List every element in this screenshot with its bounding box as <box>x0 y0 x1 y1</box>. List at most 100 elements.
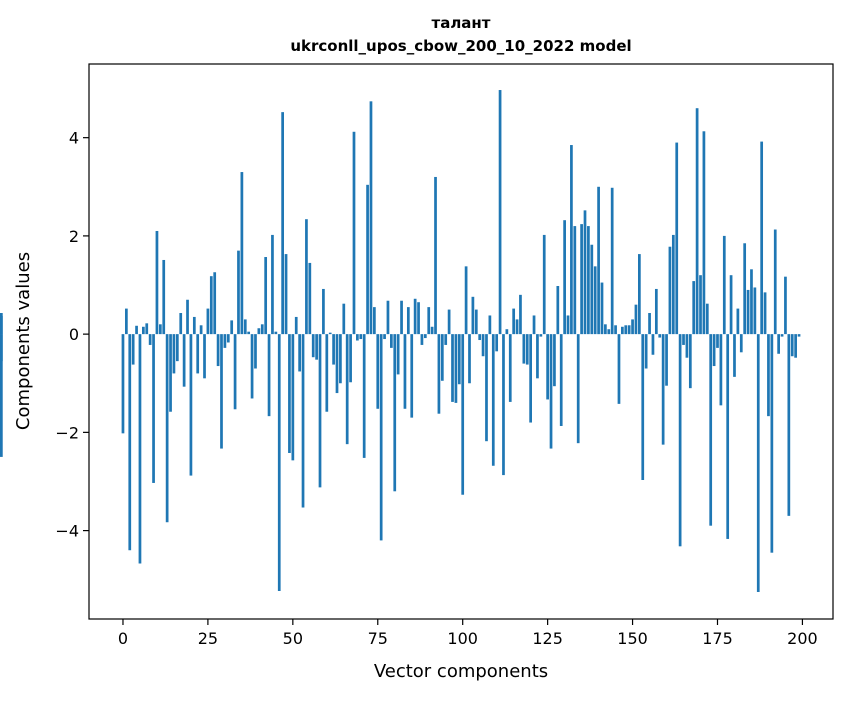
y-tick-label: −4 <box>55 522 79 541</box>
y-tick-label: 2 <box>69 227 79 246</box>
bar-63 <box>335 334 339 394</box>
bar-191 <box>770 334 774 553</box>
bar-1 <box>125 308 128 335</box>
bar-157 <box>654 288 658 335</box>
bar-180 <box>733 334 736 377</box>
bar-92 <box>434 176 437 335</box>
bar-5 <box>138 334 142 564</box>
x-tick-label: 200 <box>787 629 818 648</box>
bar-61 <box>328 332 332 335</box>
bar-36 <box>243 319 247 335</box>
bar-30 <box>223 334 227 348</box>
bar-43 <box>267 334 271 417</box>
bar-22 <box>196 334 200 374</box>
chart-title-line2: ukrconll_upos_cbow_200_10_2022 model <box>290 37 631 55</box>
bar-139 <box>593 266 597 335</box>
bar-83 <box>403 334 407 409</box>
x-tick-label: 25 <box>198 629 218 648</box>
bar-3 <box>131 334 135 365</box>
bar-185 <box>750 269 753 335</box>
bar-79 <box>390 334 393 348</box>
bar-107 <box>485 334 488 442</box>
bar-138 <box>590 244 594 335</box>
bar-194 <box>780 334 784 337</box>
bar-55 <box>308 262 312 335</box>
bar-12 <box>162 259 166 335</box>
bar-93 <box>437 334 441 414</box>
bar-84 <box>406 307 410 335</box>
y-axis-ticks: −4 −2 0 2 4 <box>55 129 89 541</box>
bar-184 <box>746 289 750 335</box>
bar-148 <box>624 325 628 335</box>
bar-4 <box>135 325 138 335</box>
bar-171 <box>702 131 706 335</box>
bar-165 <box>682 334 685 345</box>
x-tick-label: 175 <box>702 629 733 648</box>
bar-189 <box>763 292 767 335</box>
bar-109 <box>491 334 495 466</box>
bar-94 <box>440 334 444 381</box>
bar-40 <box>257 328 261 335</box>
bar-176 <box>719 334 723 406</box>
bar-13 <box>165 334 169 523</box>
bar-111 <box>498 90 502 335</box>
bar-154 <box>644 334 648 369</box>
bar-20 <box>189 334 193 476</box>
bar-123 <box>539 334 543 337</box>
bar-128 <box>556 286 560 335</box>
bar-53 <box>301 334 305 508</box>
y-axis-label: Components values <box>13 252 34 430</box>
bar-145 <box>614 325 617 335</box>
bar-114 <box>508 334 512 402</box>
bar-133 <box>573 226 577 335</box>
bar-26 <box>209 276 213 335</box>
bar-66 <box>345 334 349 445</box>
bar-153 <box>641 334 645 480</box>
bar-182 <box>739 334 743 353</box>
x-tick-label: 100 <box>447 629 478 648</box>
bar-170 <box>699 275 702 335</box>
bar-164 <box>678 334 682 547</box>
bar-58 <box>318 334 322 488</box>
bar-27 <box>213 272 217 335</box>
bar-86 <box>413 298 417 335</box>
bar-95 <box>444 334 448 345</box>
bar-199 <box>797 334 801 337</box>
bar-167 <box>688 334 692 389</box>
bar-127 <box>553 334 556 387</box>
bar-23 <box>199 325 203 335</box>
bar-151 <box>634 304 638 335</box>
bar-156 <box>651 334 655 355</box>
bar-89 <box>423 334 427 339</box>
bar-77 <box>383 334 386 340</box>
plot-area-frame <box>88 63 834 620</box>
bar-97 <box>451 334 454 402</box>
bar-99 <box>457 334 461 385</box>
bar-90 <box>427 307 431 335</box>
bar-175 <box>716 334 719 348</box>
bar-160 <box>665 334 668 386</box>
bar-174 <box>712 334 716 367</box>
bar-73 <box>369 101 373 335</box>
bar-120 <box>529 334 532 423</box>
bar-57 <box>315 334 318 360</box>
bar-131 <box>566 315 570 335</box>
bar-178 <box>726 334 730 539</box>
bar-126 <box>549 334 553 449</box>
bar-147 <box>621 326 624 335</box>
bar-192 <box>773 229 777 335</box>
bar-29 <box>220 334 223 449</box>
bar-undefined <box>0 334 3 457</box>
bar-101 <box>464 266 468 335</box>
bar-195 <box>784 276 787 335</box>
bar-179 <box>729 275 733 335</box>
bar-59 <box>322 288 325 335</box>
bar-18 <box>182 334 186 387</box>
bar-88 <box>420 334 424 345</box>
bar-122 <box>536 334 539 379</box>
bar-196 <box>787 334 791 516</box>
bar-198 <box>794 334 797 358</box>
bar-115 <box>512 308 516 335</box>
bar-141 <box>600 282 604 335</box>
